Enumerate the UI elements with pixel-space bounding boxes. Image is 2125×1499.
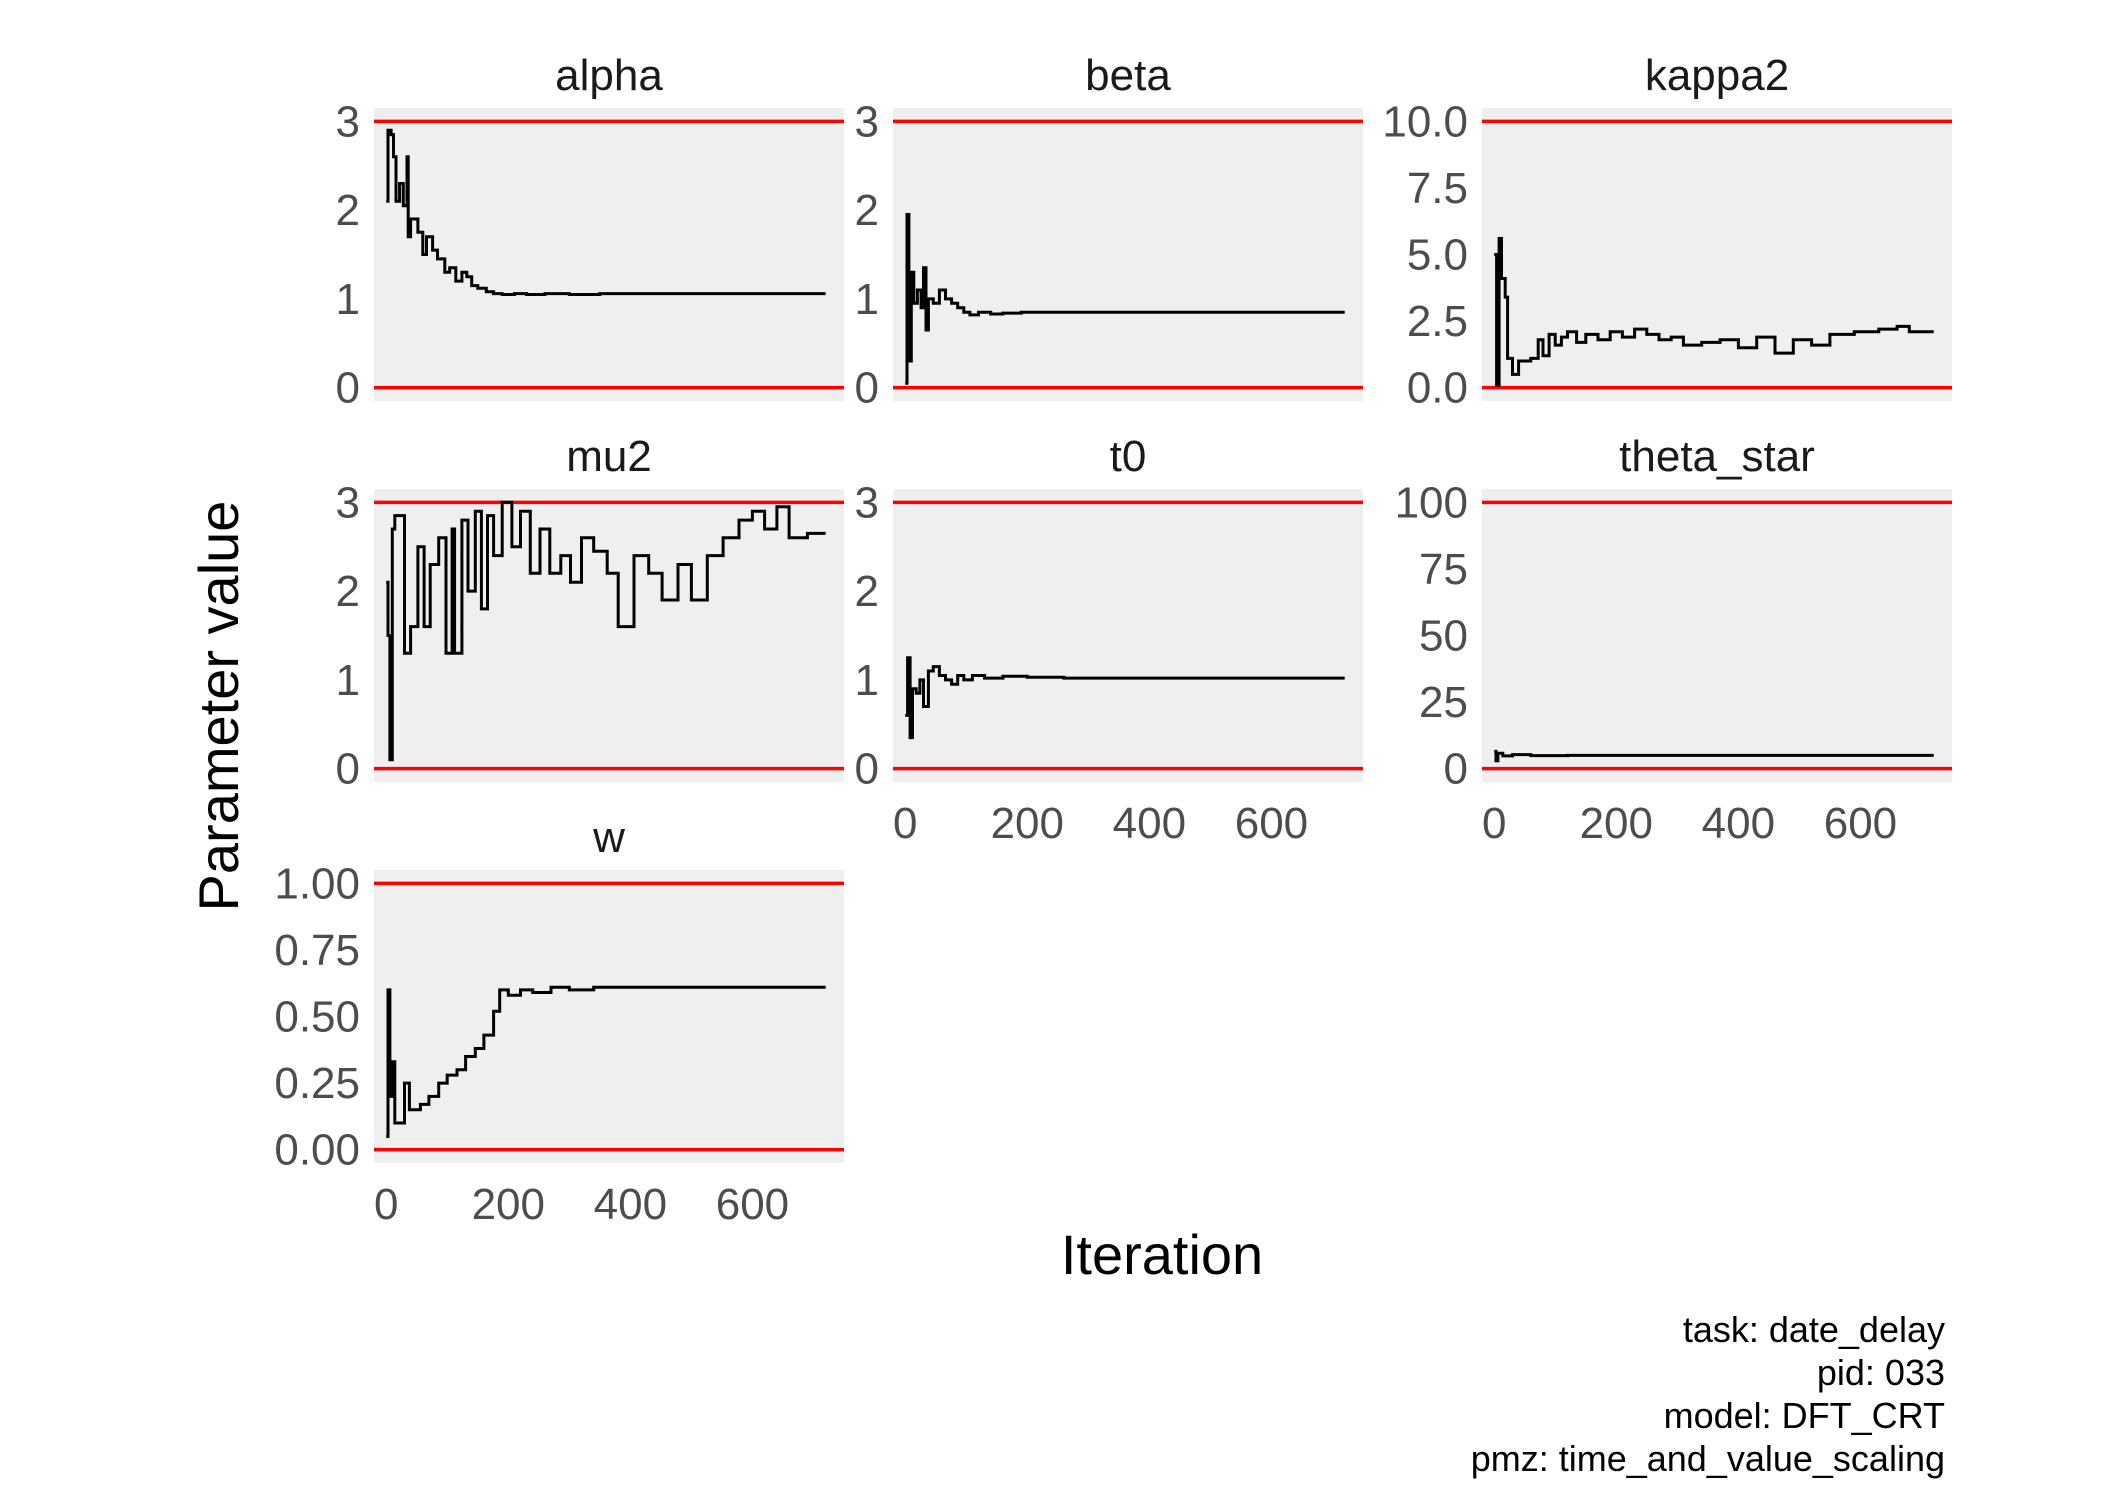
x-tick-label: 200 [472,1180,545,1229]
y-tick-label: 100 [1395,478,1468,527]
x-tick-label: 600 [1235,799,1308,848]
y-tick-label: 2 [336,567,360,616]
panel-background [374,108,844,401]
y-tick-label: 2.5 [1407,297,1468,346]
y-tick-label: 3 [855,478,879,527]
panel-alpha: alpha 0 1 2 3 [336,51,844,413]
y-tick-label: 50 [1419,612,1468,661]
caption-pmz: pmz: time_and_value_scaling [1471,1438,1945,1479]
panel-title: beta [1085,51,1171,100]
x-tick-label: 400 [1702,799,1775,848]
y-tick-label: 0.0 [1407,364,1468,413]
y-tick-label: 0.25 [274,1059,360,1108]
y-tick-label: 7.5 [1407,164,1468,213]
x-axis-title: Iteration [1061,1223,1263,1286]
x-tick-label: 200 [991,799,1064,848]
trace-line [1494,237,1934,387]
y-tick-label: 3 [336,97,360,146]
y-tick-label: 2 [336,186,360,235]
caption-model: model: DFT_CRT [1664,1395,1945,1436]
panel-w: w 0.00 0.25 0.50 0.75 1.00 0 200 400 600 [274,813,844,1229]
panel-theta_star: theta_star 0 25 50 75 100 0 200 400 600 [1395,432,1952,848]
y-tick-label: 2 [855,186,879,235]
y-tick-label: 0.00 [274,1126,360,1175]
y-tick-label: 75 [1419,545,1468,594]
y-tick-label: 5.0 [1407,231,1468,280]
x-tick-label: 400 [594,1180,667,1229]
trace-line [386,985,826,1138]
y-tick-label: 0.50 [274,993,360,1042]
panel-background [1482,489,1952,782]
x-tick-label: 200 [1580,799,1653,848]
y-tick-label: 1 [336,656,360,705]
panel-title: mu2 [566,432,652,481]
y-tick-label: 0 [855,364,879,413]
x-tick-label: 0 [893,799,917,848]
trace-line [1494,749,1934,763]
x-tick-label: 400 [1113,799,1186,848]
panel-background [893,108,1363,401]
x-tick-label: 0 [1482,799,1506,848]
x-tick-label: 0 [374,1180,398,1229]
panel-beta: beta 0 1 2 3 [855,51,1363,413]
trace-line [905,213,1345,385]
y-tick-label: 2 [855,567,879,616]
panel-title: kappa2 [1645,51,1789,100]
y-tick-label: 3 [336,478,360,527]
y-tick-label: 25 [1419,678,1468,727]
panel-background [1482,108,1952,401]
panel-background [893,489,1363,782]
panel-mu2: mu2 0 1 2 3 [336,432,844,794]
trace-line [905,656,1345,740]
y-axis-title: Parameter value [187,501,250,912]
y-tick-label: 1 [336,275,360,324]
y-tick-label: 0 [336,745,360,794]
caption-task: task: date_delay [1683,1309,1945,1350]
y-tick-label: 0.75 [274,926,360,975]
panel-title: theta_star [1619,432,1815,481]
caption: task: date_delay pid: 033 model: DFT_CRT… [1471,1309,1945,1479]
caption-pid: pid: 033 [1817,1352,1945,1393]
y-tick-label: 1 [855,656,879,705]
panel-kappa2: kappa2 0.0 2.5 5.0 7.5 10.0 [1382,51,1952,413]
y-tick-label: 10.0 [1382,97,1468,146]
y-tick-label: 0 [855,745,879,794]
panel-t0: t0 0 1 2 3 0 200 400 600 [855,432,1363,848]
y-tick-label: 0 [1444,745,1468,794]
panel-title: alpha [555,51,663,100]
y-tick-label: 1.00 [274,859,360,908]
trace-line [386,500,826,762]
y-tick-label: 3 [855,97,879,146]
panel-title: w [592,813,625,862]
y-tick-label: 1 [855,275,879,324]
facet-panels: alpha 0 1 2 3 beta 0 1 2 3 kappa2 0.0 2.5 5.0 7.5 10.0 m… [274,51,1952,1229]
panel-title: t0 [1110,432,1147,481]
y-tick-label: 0 [336,364,360,413]
trace-line [386,128,826,296]
x-tick-label: 600 [716,1180,789,1229]
x-tick-label: 600 [1824,799,1897,848]
panel-background [374,870,844,1163]
